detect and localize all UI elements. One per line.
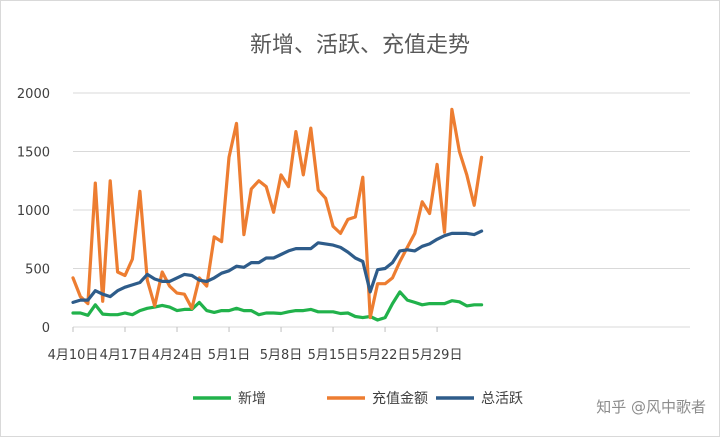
y-tick-label: 0	[42, 321, 50, 336]
y-tick-label: 1500	[17, 146, 50, 161]
y-tick-label: 500	[25, 263, 50, 278]
chart-title: 新增、活跃、充值走势	[250, 33, 470, 58]
y-tick-label: 2000	[17, 87, 50, 102]
legend-label-2: 总活跃	[481, 391, 523, 407]
x-tick-label: 4月17日	[100, 348, 151, 363]
x-tick-label: 5月1日	[208, 348, 251, 363]
x-tick-label: 4月10日	[48, 348, 99, 363]
watermark: 知乎 @风中歌者	[596, 398, 706, 416]
series-line-1	[71, 107, 484, 320]
legend-label-0: 新增	[238, 391, 266, 407]
x-axis-ticks: 4月10日 4月17日 4月24日 5月1日 5月8日 5月15日 5月22日 5月29日	[48, 327, 463, 363]
series-lines	[71, 107, 484, 322]
x-tick-label: 5月15日	[308, 348, 359, 363]
x-tick-label: 5月29日	[412, 348, 463, 363]
series-line-2	[71, 229, 484, 304]
y-tick-label: 1000	[17, 204, 50, 219]
x-tick-label: 4月24日	[152, 348, 203, 363]
series-line-0	[71, 290, 484, 322]
legend: 新增 充值金额 总活跃	[193, 391, 523, 407]
x-tick-label: 5月8日	[260, 348, 303, 363]
legend-label-1: 充值金额	[372, 391, 428, 407]
x-tick-label: 5月22日	[360, 348, 411, 363]
y-axis-ticks: 0 500 1000 1500 2000	[17, 87, 50, 336]
